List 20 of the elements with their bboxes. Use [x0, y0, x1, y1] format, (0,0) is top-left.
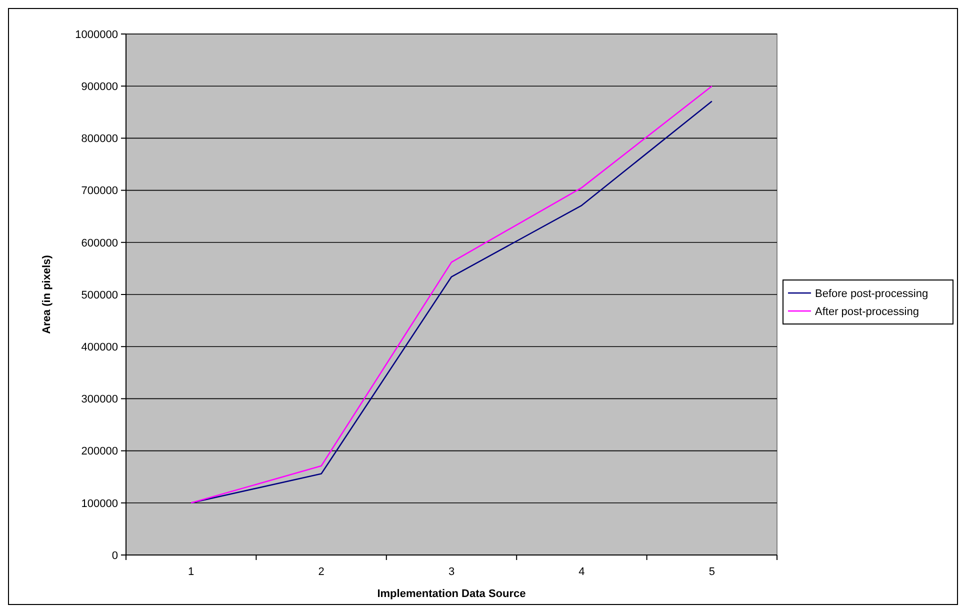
x-axis-title: Implementation Data Source — [377, 588, 526, 600]
y-tick-label: 500000 — [81, 289, 118, 302]
y-tick-label: 0 — [112, 550, 118, 562]
y-axis-title: Area (in pixels) — [41, 254, 53, 334]
y-tick-label: 400000 — [81, 341, 118, 354]
x-tick-label: 1 — [188, 566, 194, 578]
legend-label: After post-processing — [815, 306, 919, 318]
y-tick-label: 100000 — [81, 498, 118, 510]
x-tick-label: 4 — [578, 566, 585, 578]
y-tick-label: 600000 — [81, 237, 118, 250]
x-tick-label: 3 — [448, 566, 455, 578]
y-tick-label: 800000 — [81, 133, 118, 146]
x-tick-label: 2 — [318, 566, 324, 578]
x-tick-label: 5 — [708, 566, 715, 578]
legend-label: Before post-processing — [815, 288, 928, 300]
y-tick-label: 900000 — [81, 80, 118, 93]
y-tick-label: 1000000 — [75, 28, 118, 41]
y-tick-label: 700000 — [81, 185, 118, 198]
y-tick-label: 200000 — [81, 446, 118, 458]
y-tick-label: 300000 — [81, 394, 118, 406]
